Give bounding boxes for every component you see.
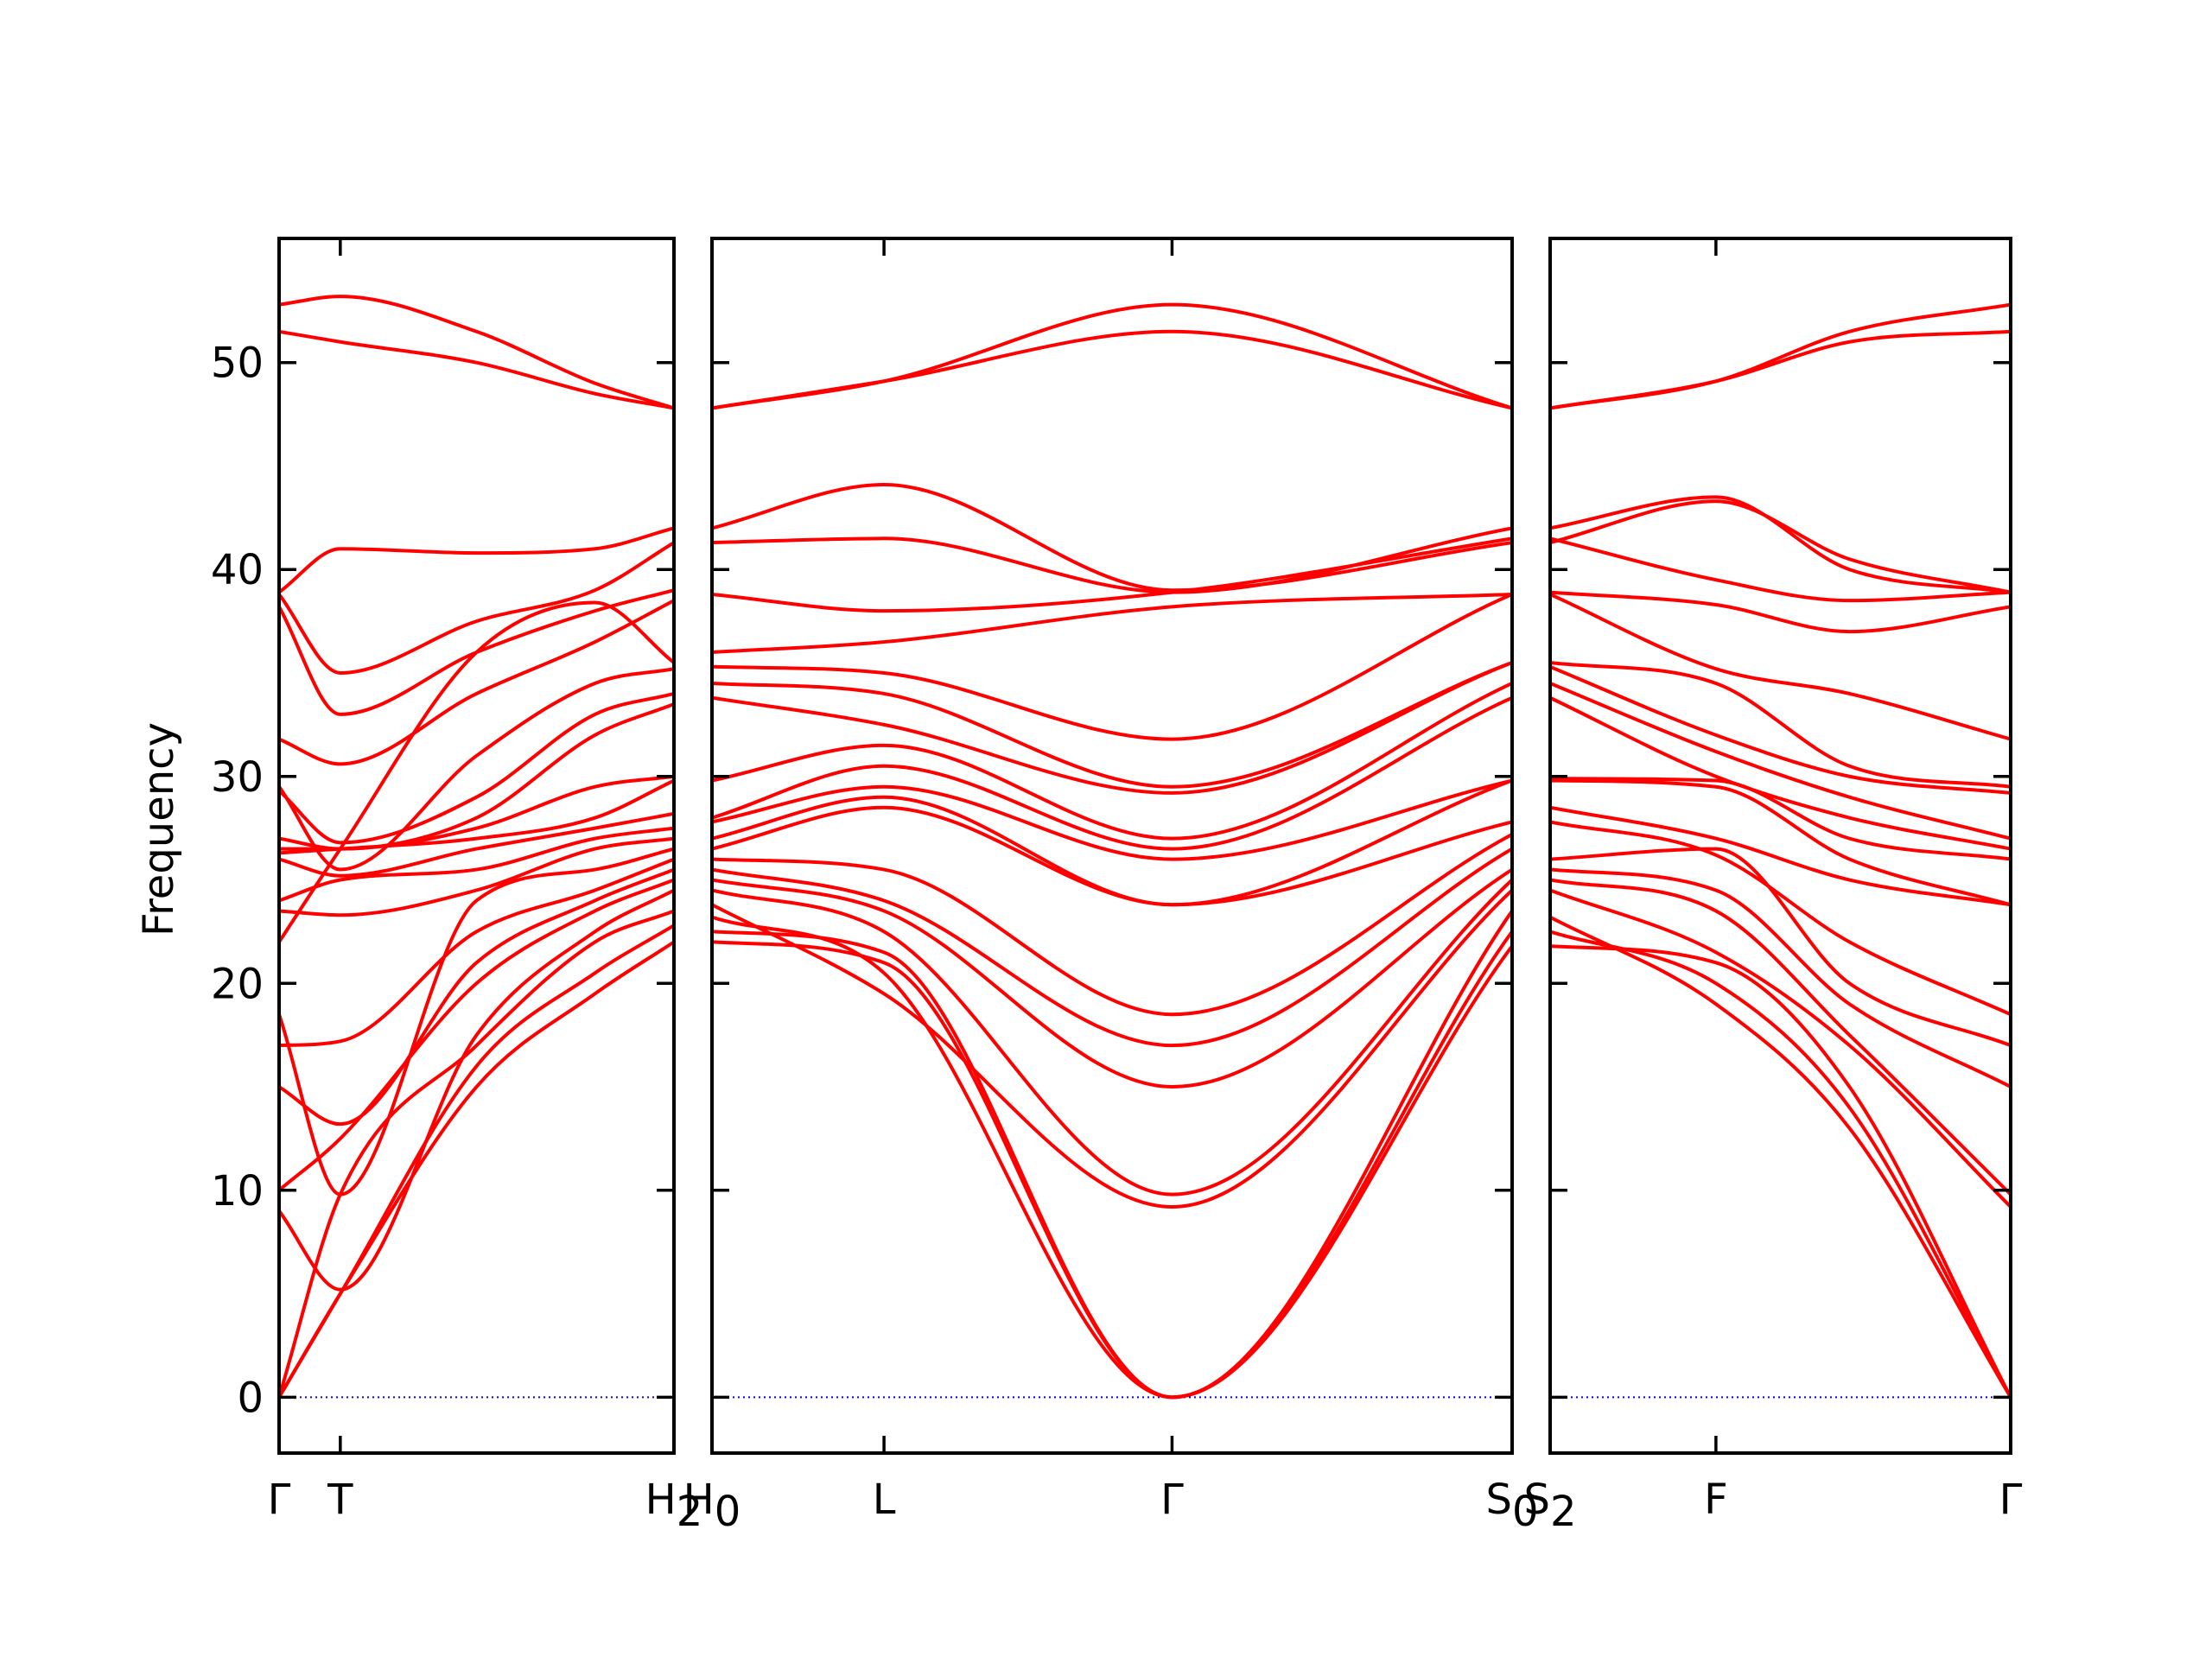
- band-line: [1550, 329, 2011, 410]
- band-line: [1550, 778, 2011, 907]
- band-line: [712, 592, 1512, 655]
- x-tick-label-subscript: 0: [1512, 1488, 1539, 1536]
- band-line: [279, 867, 674, 1127]
- band-line: [1550, 944, 2011, 1400]
- y-tick-label: 20: [211, 960, 264, 1008]
- band-line: [279, 691, 674, 845]
- band-line: [712, 526, 1512, 594]
- band-line: [1550, 805, 2011, 907]
- band-line: [279, 701, 674, 851]
- x-tick-label-subscript: 2: [677, 1488, 703, 1536]
- band-line: [712, 778, 1512, 907]
- band-line: [279, 667, 674, 872]
- band-line: [1550, 664, 2011, 795]
- panel-1: Γ T H2: [268, 237, 703, 1536]
- x-tick-label: Γ: [1999, 1476, 2023, 1524]
- band-line: [1550, 495, 2011, 594]
- band-line: [712, 592, 1512, 741]
- band-line: [712, 661, 1512, 795]
- band-line: [712, 888, 1512, 1209]
- band-line: [712, 778, 1512, 861]
- band-line: [1550, 681, 2011, 841]
- band-lines: [712, 302, 1512, 1400]
- band-line: [1550, 915, 2011, 1400]
- band-line: [1550, 930, 2011, 1400]
- band-line: [1550, 590, 2011, 634]
- x-tick-label: T: [327, 1476, 353, 1524]
- band-lines: [1550, 302, 2011, 1400]
- band-line: [712, 483, 1512, 593]
- band-line: [712, 695, 1512, 851]
- x-tick-label: Γ: [1160, 1476, 1184, 1524]
- band-line: [279, 600, 674, 944]
- band-line: [712, 832, 1512, 1017]
- y-tick-label: 30: [211, 753, 264, 802]
- band-line: [712, 681, 1512, 841]
- band-line: [1550, 847, 2011, 1048]
- band-line: [279, 836, 674, 917]
- band-line: [712, 329, 1512, 410]
- band-line: [279, 847, 674, 1196]
- panel-frame: [277, 237, 676, 1455]
- y-tick-label: 50: [211, 340, 264, 388]
- band-line: [279, 857, 674, 1048]
- band-line: [1550, 695, 2011, 851]
- x-tick-label-subscript: 0: [715, 1488, 741, 1536]
- x-tick-label-subscript: 2: [1550, 1488, 1577, 1536]
- x-tick-label: L: [873, 1476, 896, 1524]
- band-line: [1550, 878, 2011, 1196]
- band-line: [279, 940, 674, 1400]
- band-line: [1550, 777, 2011, 861]
- band-line: [712, 878, 1512, 1196]
- y-axis: 0 10 20 30 40 50: [211, 340, 264, 1423]
- band-line: [712, 536, 1512, 613]
- band-line: [279, 826, 674, 903]
- band-line: [1550, 867, 2011, 1089]
- y-tick-label: 10: [211, 1167, 264, 1216]
- band-line: [279, 588, 674, 716]
- y-axis-label: Frequency: [135, 722, 183, 936]
- band-line: [279, 888, 674, 1292]
- x-tick-label: F: [1704, 1476, 1728, 1524]
- band-line: [279, 329, 674, 410]
- band-line: [712, 661, 1512, 789]
- band-line: [279, 541, 674, 675]
- band-line: [1550, 820, 2011, 1017]
- band-line: [1550, 536, 2011, 603]
- band-line: [279, 878, 674, 1192]
- panel-frame: [710, 237, 1514, 1455]
- band-line: [1550, 302, 2011, 410]
- band-line: [1550, 661, 2011, 789]
- band-line: [712, 805, 1512, 907]
- band-line: [712, 867, 1512, 1089]
- band-line: [279, 295, 674, 410]
- panel-3: S2 F Γ: [1523, 237, 2023, 1536]
- band-line: [712, 847, 1512, 1048]
- band-lines: [279, 295, 674, 1400]
- panel-frame: [1548, 237, 2012, 1455]
- band-line: [1550, 888, 2011, 1209]
- y-tick-label: 0: [237, 1374, 264, 1422]
- panel-2: H0 L Γ S0: [683, 237, 1539, 1536]
- band-line: [712, 302, 1512, 410]
- band-line: [712, 909, 1512, 1400]
- x-tick-label: S2: [1523, 1476, 1576, 1536]
- band-line: [279, 811, 674, 878]
- band-line: [279, 924, 674, 1400]
- band-line: [712, 930, 1512, 1400]
- band-line: [1550, 499, 2011, 594]
- y-tick-label: 40: [211, 546, 264, 594]
- band-line: [1550, 592, 2011, 741]
- band-line: [279, 526, 674, 594]
- band-line: [279, 599, 674, 766]
- band-line: [279, 909, 674, 1400]
- x-tick-label: Γ: [268, 1476, 291, 1524]
